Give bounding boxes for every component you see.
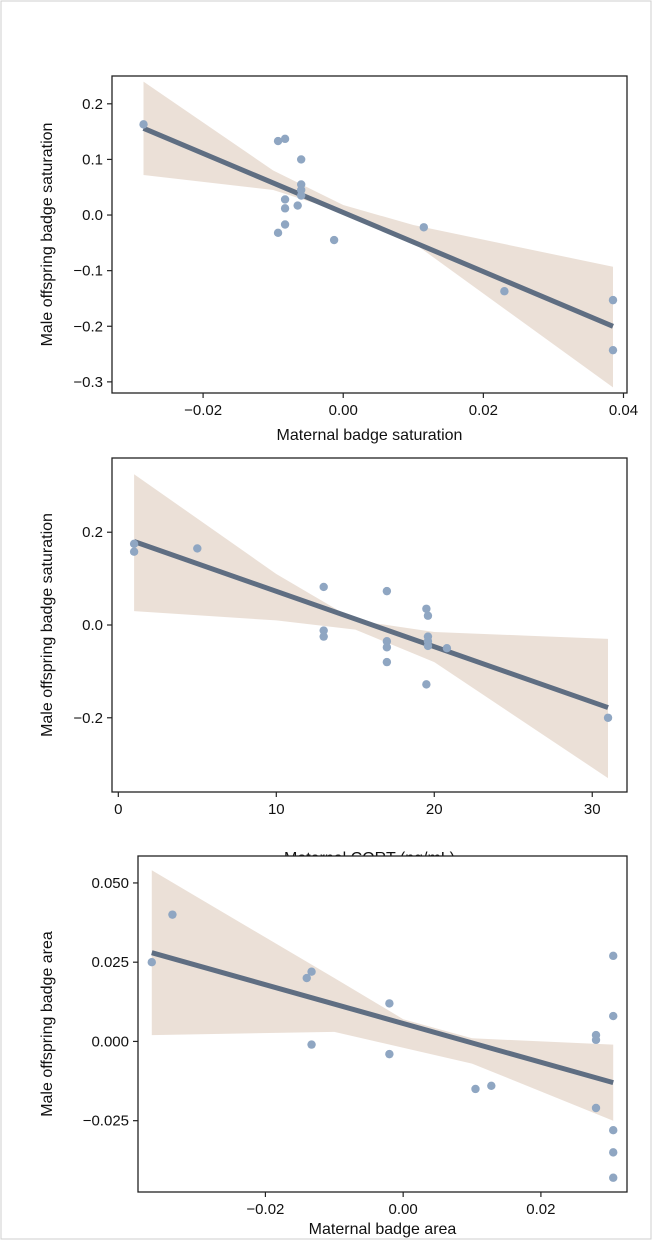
data-point (487, 1081, 496, 1091)
data-point (280, 195, 290, 204)
data-point (423, 611, 433, 620)
data-point (296, 155, 306, 164)
data-point (609, 1173, 618, 1182)
data-point (296, 191, 306, 200)
y-tick-label: −0.2 (73, 318, 103, 335)
plot-frame (137, 855, 628, 1193)
data-point (147, 957, 156, 967)
y-tick-label: 0.2 (82, 524, 103, 541)
chart-panel-1: −0.02 0.00 0.02 0.04 −0.3 −0.2 −0.1 0.0 0.1 0.2 Ma… (39, 75, 638, 444)
data-point (608, 345, 618, 355)
data-point (319, 626, 328, 635)
x-tick-label: 10 (268, 801, 285, 818)
y-tick-label: 0.050 (91, 875, 129, 892)
y-tick-label: 0.2 (82, 96, 103, 113)
y-tick-label: 0.025 (91, 954, 129, 971)
data-point (168, 910, 177, 919)
x-tick-label: 0.02 (526, 1201, 555, 1218)
data-point (293, 201, 302, 210)
data-point (307, 1040, 316, 1049)
data-point (591, 1035, 601, 1045)
y-tick-label: −0.2 (73, 710, 103, 727)
x-tick-label: 0.02 (469, 402, 498, 419)
data-point (382, 657, 392, 667)
y-axis-title: Male offspring badge area (39, 931, 56, 1117)
confidence-band (151, 870, 614, 1121)
y-tick-label: −0.3 (73, 374, 103, 391)
data-point (382, 643, 392, 652)
x-tick-label: 0.04 (609, 402, 638, 419)
data-point (280, 134, 290, 144)
data-point (419, 223, 429, 232)
data-point (273, 228, 283, 238)
data-point (385, 999, 394, 1008)
data-point (129, 547, 139, 556)
y-tick-label: 0.000 (91, 1033, 129, 1050)
x-tick-label: 30 (584, 801, 601, 818)
x-tick-label: 0 (114, 801, 122, 818)
data-point (609, 1011, 618, 1021)
x-tick-label: −0.02 (246, 1201, 284, 1218)
y-tick-label: 0.0 (82, 207, 103, 224)
data-point (385, 1049, 394, 1059)
data-point (608, 295, 618, 305)
data-point (423, 641, 433, 651)
y-tick-label: −0.025 (83, 1113, 129, 1130)
y-tick-label: 0.1 (82, 151, 103, 168)
chart-panel-3: −0.02 0.00 0.02 −0.025 0.000 0.025 0.050 Matern… (39, 855, 628, 1238)
regression-line (142, 125, 614, 329)
x-tick-label: 0.00 (329, 402, 358, 419)
y-tick-label: −0.1 (73, 263, 103, 280)
data-point (603, 713, 613, 722)
x-tick-label: 0.00 (389, 1201, 418, 1218)
data-point (319, 632, 328, 641)
plot-frame (111, 75, 628, 394)
data-point (471, 1084, 480, 1094)
x-tick-label: 20 (426, 801, 443, 818)
data-point (422, 604, 431, 613)
data-point (139, 120, 148, 129)
x-axis-title: Maternal badge saturation (277, 427, 463, 444)
data-point (129, 539, 139, 549)
data-point (280, 204, 290, 213)
data-point (193, 544, 202, 553)
data-point (273, 136, 283, 146)
x-axis-title: Maternal badge area (309, 1221, 457, 1238)
data-point (591, 1103, 601, 1113)
data-point (609, 951, 618, 961)
data-point (500, 287, 509, 296)
y-axis-title: Male offspring badge saturation (39, 513, 56, 737)
y-tick-label: 0.0 (82, 617, 103, 634)
data-point (609, 1125, 618, 1135)
data-point (307, 967, 316, 976)
data-point (280, 220, 290, 229)
data-point (442, 643, 452, 653)
data-point (302, 973, 311, 983)
regression-line (151, 950, 614, 1086)
data-point (609, 1148, 618, 1157)
data-point (319, 582, 328, 592)
x-tick-label: −0.02 (184, 402, 222, 419)
data-point (382, 586, 392, 596)
y-axis-title: Male offspring badge saturation (39, 123, 56, 347)
data-point (329, 235, 339, 245)
regression-line (133, 539, 609, 710)
data-point (382, 637, 392, 646)
data-point (422, 680, 431, 689)
